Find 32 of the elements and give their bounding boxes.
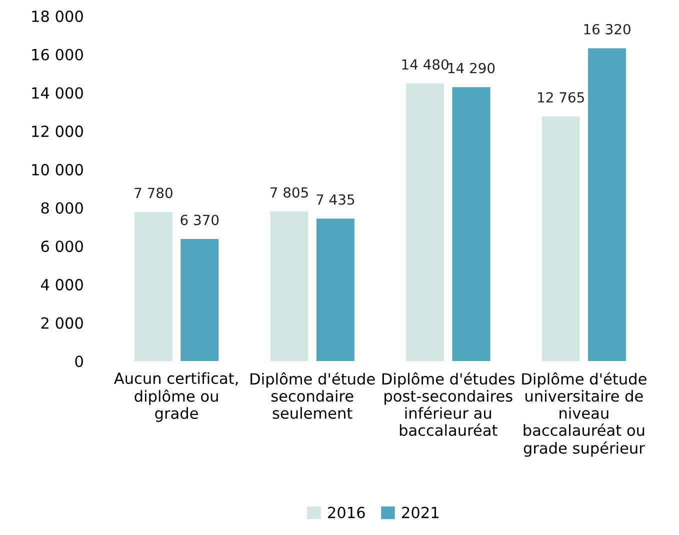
y-tick-label: 0 — [75, 356, 83, 368]
data-label: 7 780 — [134, 188, 172, 198]
bar — [542, 116, 580, 362]
data-label: 14 290 — [448, 62, 495, 74]
bar — [180, 239, 219, 362]
data-label: 7 805 — [270, 187, 308, 198]
legend-label: 2021 — [402, 506, 438, 518]
bar — [270, 211, 308, 362]
y-tick-label: 10 000 — [32, 164, 83, 176]
x-tick-label: Diplôme d'étude universitaire de niveau baccalauréat ou grade supérieur — [522, 372, 646, 457]
y-tick-label: 2 000 — [41, 317, 83, 329]
bar — [316, 218, 354, 362]
data-label: 7 435 — [316, 194, 354, 205]
legend-label: 2016 — [328, 506, 365, 518]
data-label: 16 320 — [584, 24, 630, 34]
bar — [406, 84, 444, 362]
y-tick-label: 4 000 — [40, 278, 83, 290]
data-label: 12 765 — [538, 92, 584, 103]
data-label: 14 480 — [402, 59, 448, 70]
bar — [588, 48, 626, 362]
y-tick-label: 14 000 — [32, 87, 83, 99]
bar — [134, 212, 172, 362]
x-tick-label: Diplôme d'étude secondaire seulement — [250, 372, 375, 419]
y-tick-label: 6 000 — [41, 240, 83, 252]
x-tick-label: Diplôme d'études post-secondaires inférieur au baccalauréat — [382, 372, 515, 436]
x-tick-label: Aucun certificat, diplôme ou grade — [114, 372, 238, 422]
y-tick-label: 18 000 — [32, 10, 83, 22]
data-label: 6 370 — [180, 214, 219, 226]
y-tick-label: 16 000 — [32, 48, 83, 60]
y-tick-label: 8 000 — [41, 202, 83, 214]
y-tick-label: 12 000 — [32, 126, 83, 138]
bar — [452, 87, 490, 362]
